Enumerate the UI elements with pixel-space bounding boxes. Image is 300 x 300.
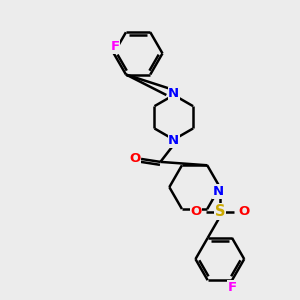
Text: S: S	[214, 204, 225, 219]
Text: F: F	[111, 40, 120, 53]
Text: O: O	[190, 205, 202, 218]
Text: F: F	[227, 281, 237, 294]
Text: O: O	[130, 152, 141, 165]
Text: N: N	[213, 185, 224, 198]
Text: N: N	[168, 87, 179, 100]
Text: N: N	[168, 134, 179, 147]
Text: O: O	[238, 205, 249, 218]
